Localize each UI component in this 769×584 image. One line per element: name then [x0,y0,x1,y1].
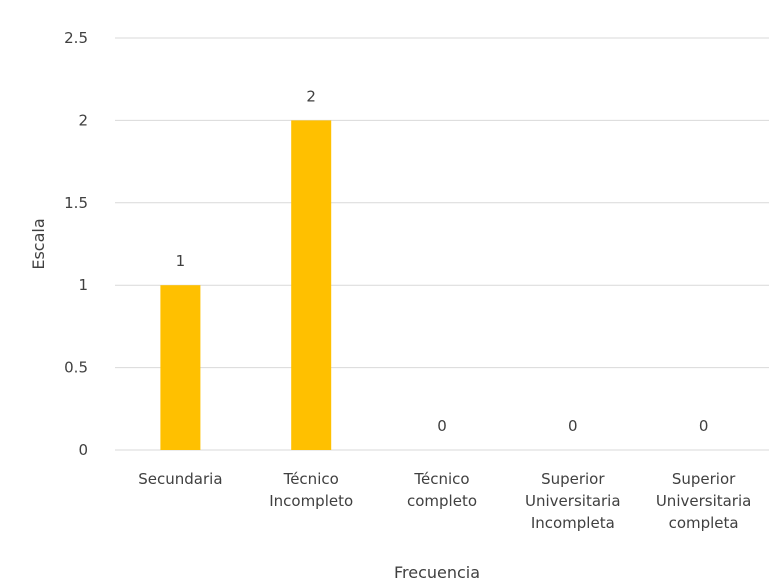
bars [160,120,332,451]
bar [291,120,332,451]
gridlines [115,37,769,451]
y-tick-label: 2 [78,111,88,129]
x-axis-category-labels: Secundaria Técnico Incompleto Técnico comple… [138,470,751,532]
data-label: 0 [568,417,578,435]
y-axis-tick-labels: 0 0.5 1 1.5 2 2.5 [64,29,88,459]
x-category-label: Secundaria [138,470,222,488]
y-tick-label: 0.5 [64,359,88,377]
y-axis-title: Escala [29,218,48,269]
x-category-label: completa [669,514,739,532]
bar [160,285,201,450]
data-label: 1 [176,252,186,270]
data-label: 2 [306,87,316,105]
y-tick-label: 0 [78,441,88,459]
x-category-label: Técnico [283,470,339,488]
y-tick-label: 1 [78,276,88,294]
data-label: 0 [437,417,447,435]
x-category-label: Técnico [413,470,469,488]
x-category-label: Universitaria [656,492,752,510]
data-labels: 1 2 0 0 0 [176,87,709,435]
x-category-label: Universitaria [525,492,621,510]
x-category-label: Superior [541,470,605,488]
y-tick-label: 1.5 [64,194,88,212]
y-tick-label: 2.5 [64,29,88,47]
x-category-label: Incompleto [269,492,353,510]
x-category-label: completo [407,492,477,510]
x-category-label: Superior [672,470,736,488]
x-axis-title: Frecuencia [394,563,480,582]
x-category-label: Incompleta [531,514,615,532]
data-label: 0 [699,417,709,435]
